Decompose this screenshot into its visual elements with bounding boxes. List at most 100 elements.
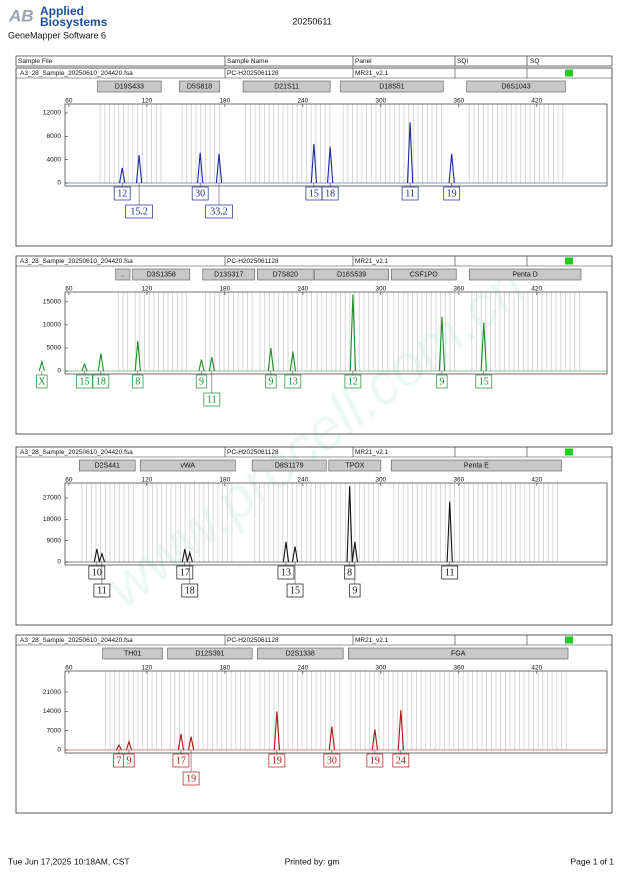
marker-box bbox=[251, 459, 327, 472]
allele-box bbox=[176, 565, 194, 580]
panel-frame bbox=[15, 67, 613, 247]
brand-line-1: Applied bbox=[40, 4, 84, 18]
allele-box bbox=[321, 186, 339, 201]
y-tick-label: 27000 bbox=[43, 495, 61, 502]
panel-frame bbox=[15, 446, 613, 626]
peak bbox=[282, 541, 290, 563]
brand-line-2: Biosystems bbox=[40, 15, 108, 29]
peak bbox=[448, 153, 455, 184]
marker-name: TPOX bbox=[345, 462, 364, 469]
allele-box bbox=[113, 186, 131, 201]
allele-box bbox=[181, 583, 199, 598]
allele-label: 15 bbox=[309, 188, 319, 199]
allele-box bbox=[76, 374, 93, 389]
sq-indicator bbox=[565, 69, 573, 77]
marker-box bbox=[328, 459, 382, 472]
peak bbox=[267, 347, 275, 372]
marker-name: Penta E bbox=[464, 462, 489, 469]
column-header: Sample Name bbox=[227, 58, 269, 65]
sample-file: A3_28_Sample_20250610_204420.fsa bbox=[20, 449, 133, 456]
x-tick-label: 120 bbox=[141, 477, 152, 484]
x-tick-label: 360 bbox=[453, 98, 464, 105]
allele-box bbox=[132, 374, 144, 389]
panel-name: MR21_v2.1 bbox=[355, 70, 389, 77]
panel-name: MR21_v2.1 bbox=[355, 258, 389, 265]
x-tick-label: 300 bbox=[375, 98, 386, 105]
x-tick-label: 240 bbox=[297, 477, 308, 484]
sample-file: A3_28_Sample_20250610_204420.fsa bbox=[20, 637, 133, 644]
x-tick-label: 60 bbox=[65, 98, 73, 105]
peak bbox=[177, 733, 185, 751]
allele-label: 19 bbox=[272, 755, 282, 766]
peak bbox=[397, 709, 405, 751]
allele-label: 13 bbox=[281, 567, 291, 578]
allele-label: 17 bbox=[180, 567, 190, 578]
marker-name: D8S1179 bbox=[275, 462, 304, 469]
marker-box bbox=[115, 268, 131, 281]
allele-box bbox=[443, 186, 461, 201]
x-tick-label: 120 bbox=[141, 286, 152, 293]
marker-box bbox=[140, 459, 236, 472]
marker-name: D2S441 bbox=[95, 462, 120, 469]
marker-name: TH01 bbox=[124, 650, 141, 657]
allele-label: 18 bbox=[325, 188, 335, 199]
column-header: Panel bbox=[355, 58, 372, 65]
x-tick-label: 180 bbox=[219, 286, 230, 293]
allele-box bbox=[191, 186, 209, 201]
y-tick-label: 10000 bbox=[43, 322, 61, 329]
allele-box bbox=[125, 204, 153, 219]
marker-box bbox=[468, 268, 582, 281]
allele-box bbox=[182, 771, 200, 786]
allele-label: 30 bbox=[327, 755, 337, 766]
marker-box bbox=[167, 647, 253, 660]
allele-label: 7 bbox=[116, 755, 121, 766]
peak bbox=[327, 146, 334, 184]
panel-name: MR21_v2.1 bbox=[355, 449, 389, 456]
marker-name: D16S539 bbox=[337, 271, 366, 278]
marker-box bbox=[390, 459, 562, 472]
allele-box bbox=[92, 374, 110, 389]
marker-name: vWA bbox=[181, 462, 196, 469]
x-tick-label: 180 bbox=[219, 477, 230, 484]
marker-box bbox=[340, 80, 444, 93]
logo-mark: AB bbox=[8, 6, 34, 25]
allele-label: 19 bbox=[186, 773, 196, 784]
allele-box bbox=[284, 374, 302, 389]
peak bbox=[115, 743, 123, 751]
allele-label: 11 bbox=[445, 567, 455, 578]
allele-label: 15 bbox=[79, 376, 89, 387]
peak bbox=[198, 359, 205, 372]
marker-box bbox=[242, 80, 331, 93]
plot-frame bbox=[64, 103, 608, 187]
allele-label: 15 bbox=[290, 585, 300, 596]
marker-name: D13S317 bbox=[214, 271, 243, 278]
y-tick-label: 21000 bbox=[43, 689, 61, 696]
peak bbox=[310, 143, 318, 184]
marker-name: D18S51 bbox=[379, 83, 404, 90]
peak bbox=[446, 501, 453, 563]
allele-box bbox=[123, 753, 135, 768]
x-tick-label: 360 bbox=[453, 477, 464, 484]
allele-label: 18 bbox=[185, 585, 195, 596]
peak bbox=[215, 153, 223, 184]
x-tick-label: 420 bbox=[531, 477, 542, 484]
y-tick-label: 5000 bbox=[47, 345, 62, 352]
x-tick-label: 60 bbox=[65, 665, 73, 672]
y-tick-label: 18000 bbox=[43, 516, 61, 523]
marker-box bbox=[97, 80, 162, 93]
peak bbox=[328, 726, 335, 751]
footer-printed-by: Printed by: gm bbox=[285, 856, 340, 866]
marker-box bbox=[132, 268, 191, 281]
allele-box bbox=[323, 753, 341, 768]
y-tick-label: 9000 bbox=[47, 537, 62, 544]
plot-frame bbox=[64, 291, 608, 375]
y-tick-label: 0 bbox=[57, 747, 61, 754]
allele-label: 9 bbox=[268, 376, 273, 387]
sample-name: PC-H2025061128 bbox=[227, 70, 279, 77]
panels: A3_28_Sample_20250610_204420.fsa PC-H2025… bbox=[15, 67, 613, 814]
y-tick-label: 0 bbox=[57, 368, 61, 375]
marker-box bbox=[257, 647, 344, 660]
sq-indicator bbox=[565, 636, 573, 644]
column-header: Sample File bbox=[18, 58, 53, 65]
allele-label: 9 bbox=[439, 376, 444, 387]
